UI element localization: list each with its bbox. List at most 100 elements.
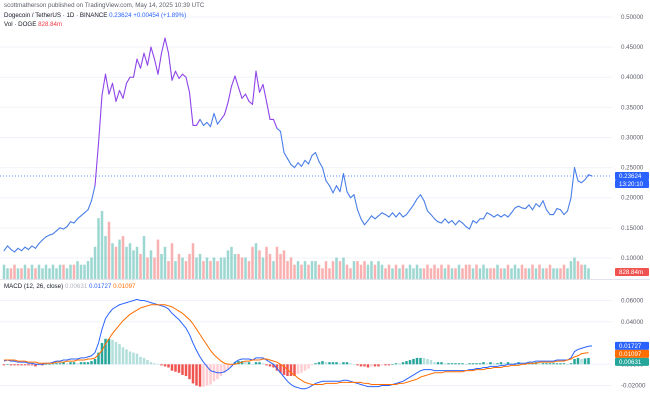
volume-bar [359,264,363,279]
volume-bar [569,261,573,279]
macd-hist-bar [559,363,562,365]
price-segment [328,185,334,194]
volume-bar [412,268,415,279]
volume-bar [349,268,352,279]
volume-bar [331,261,335,279]
price-segment [510,207,516,214]
volume-bar [275,246,279,279]
macd-hist-bar [503,363,506,365]
macd-title[interactable]: MACD (12, 26, close) [4,283,64,290]
volume-legend[interactable]: Vol · DOGE 828.84m [4,21,62,28]
macd-hist-bar [149,362,153,365]
volume-bar [335,257,338,279]
price-segment [370,215,376,220]
macd-hist-bar [272,364,275,368]
price-segment [31,245,37,249]
price-segment [94,142,100,187]
price-segment [157,52,163,75]
volume-bar [83,264,86,279]
volume-bar [552,268,555,279]
macd-tick-label: -0.02000 [621,383,646,390]
volume-bar [244,257,247,279]
macd-hist-bar [202,364,205,387]
volume-bar [279,253,282,279]
price-segment [83,209,89,214]
price-segment [493,214,499,218]
volume-bar [258,250,261,279]
price-segment [486,212,492,216]
macd-hist-bar [216,364,219,380]
price-segment [577,180,583,184]
price-segment [230,75,236,87]
volume-value: 828.84m [38,21,63,28]
macd-hist-bar [104,338,107,365]
price-segment [223,101,229,116]
volume-bar [79,264,83,279]
volume-bar [237,253,240,279]
macd-hist-bar [422,357,426,365]
volume-bar [398,268,401,279]
volume-bar [436,268,440,279]
macd-hist-bar [181,364,184,375]
price-segment [244,93,250,102]
macd-hist-bar [212,364,216,382]
macd-line [3,298,593,390]
price-tick-label: 0.20000 [621,195,644,202]
macd-legend[interactable]: MACD (12, 26, close) 0.00631 0.01727 0.0… [4,283,135,290]
price-segment [69,221,75,224]
price-segment [293,162,299,169]
macd-hist-bar [254,362,258,365]
volume-bar [209,261,212,279]
volume-bar [342,257,345,279]
macd-hist-bar [457,363,461,365]
last-price-tag: 0.23624 [619,173,642,180]
volume-bar [580,264,583,279]
price-segment [482,212,488,220]
volume-bar [149,250,153,279]
macd-hist-bar [447,363,450,365]
macd-hist-bar [310,364,314,366]
volume-bar [401,264,405,279]
volume-bar [191,243,195,279]
price-segment [517,205,523,209]
volume-bar [321,268,324,279]
macd-hist-bar [426,358,429,365]
volume-bar [90,257,93,279]
volume-bar [170,243,174,279]
price-segment [248,100,254,105]
volume-bar [429,268,433,279]
price-segment [433,218,439,223]
volume-bar [328,268,331,279]
macd-hist-bar [548,363,552,365]
price-segment [297,162,303,167]
price-segment [468,220,474,230]
volume-bar [118,239,121,279]
volume-bar [559,268,562,279]
volume-bar [188,253,191,279]
price-segment [188,91,194,126]
macd-hist-bar [163,364,167,367]
volume-bar [48,268,51,279]
volume-bar [132,250,135,279]
volume-bar [205,257,209,279]
volume-bar [62,264,65,279]
volume-title[interactable]: Vol · DOGE [4,21,37,28]
macd-hist-bar [328,362,331,365]
price-segment [332,185,338,194]
macd-hist-bar [97,352,100,365]
macd-hist-tag-bg [615,357,649,366]
symbol-legend[interactable]: Dogecoin / TetherUS · 1D · BINANCE 0.236… [4,12,186,19]
macd-hist-bar [573,358,576,365]
price-segment [283,151,289,160]
volume-bar [142,236,146,279]
macd-hist-bar [20,364,23,366]
price-tick-label: 0.30000 [621,134,644,141]
price-segment [108,82,114,95]
macd-hist-bar [65,363,69,365]
symbol-title[interactable]: Dogecoin / TetherUS · 1D · BINANCE [4,12,108,19]
volume-bar [352,261,356,279]
volume-bar [160,253,163,279]
volume-bar [240,257,244,279]
macd-hist-bar [69,362,72,365]
